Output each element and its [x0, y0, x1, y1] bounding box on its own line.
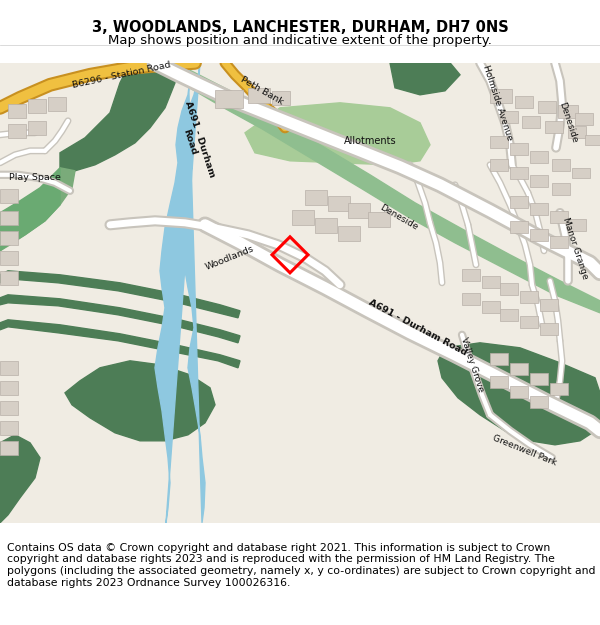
- Bar: [552, 182, 570, 195]
- Bar: [328, 196, 350, 211]
- Text: Holmside Avenue: Holmside Avenue: [482, 64, 514, 142]
- Polygon shape: [148, 62, 600, 312]
- Text: 3, WOODLANDS, LANCHESTER, DURHAM, DH7 0NS: 3, WOODLANDS, LANCHESTER, DURHAM, DH7 0N…: [92, 20, 508, 35]
- Bar: [510, 221, 528, 232]
- Bar: [510, 142, 528, 155]
- Bar: [292, 210, 314, 225]
- Bar: [515, 96, 533, 108]
- Bar: [572, 168, 590, 177]
- Bar: [530, 229, 548, 241]
- Bar: [338, 226, 360, 241]
- Bar: [8, 124, 26, 138]
- Bar: [0, 231, 18, 245]
- Text: Woodlands: Woodlands: [204, 244, 256, 272]
- Bar: [585, 135, 600, 145]
- Polygon shape: [245, 102, 430, 165]
- Bar: [510, 386, 528, 398]
- Text: Peth Bank: Peth Bank: [239, 75, 285, 107]
- Text: Greenwell Park: Greenwell Park: [492, 434, 558, 468]
- Bar: [28, 99, 46, 112]
- Polygon shape: [0, 271, 240, 318]
- Bar: [482, 301, 500, 312]
- Bar: [248, 88, 270, 103]
- Bar: [540, 299, 558, 311]
- Bar: [530, 202, 548, 215]
- Text: A691 - Durham
Road: A691 - Durham Road: [173, 100, 217, 182]
- Text: Deneside: Deneside: [378, 203, 419, 232]
- Bar: [490, 159, 508, 171]
- Bar: [462, 269, 480, 281]
- Polygon shape: [0, 435, 40, 522]
- Bar: [550, 382, 568, 395]
- Bar: [550, 236, 568, 248]
- Bar: [48, 97, 66, 111]
- Bar: [558, 105, 578, 118]
- Bar: [520, 291, 538, 302]
- Polygon shape: [65, 361, 215, 441]
- Text: Play Space: Play Space: [9, 173, 61, 182]
- Bar: [348, 202, 370, 217]
- Bar: [490, 376, 508, 388]
- Text: A691 - Durham Road: A691 - Durham Road: [367, 298, 469, 358]
- Text: Allotments: Allotments: [344, 136, 397, 146]
- Bar: [510, 362, 528, 375]
- Bar: [500, 282, 518, 295]
- Bar: [522, 116, 540, 128]
- Bar: [550, 211, 568, 222]
- Bar: [0, 381, 18, 395]
- Bar: [315, 217, 337, 232]
- Bar: [215, 90, 243, 108]
- Bar: [540, 322, 558, 335]
- Polygon shape: [438, 342, 600, 445]
- Bar: [482, 276, 500, 288]
- Bar: [568, 219, 586, 231]
- Bar: [0, 401, 18, 415]
- Bar: [368, 212, 390, 227]
- Bar: [0, 441, 18, 455]
- Text: Map shows position and indicative extent of the property.: Map shows position and indicative extent…: [108, 34, 492, 48]
- Bar: [0, 251, 18, 265]
- Bar: [530, 175, 548, 187]
- Polygon shape: [60, 62, 175, 171]
- Bar: [490, 352, 508, 365]
- Bar: [575, 112, 593, 125]
- Polygon shape: [0, 168, 60, 251]
- Bar: [530, 151, 548, 162]
- Bar: [490, 136, 508, 148]
- Bar: [0, 189, 18, 202]
- Bar: [530, 396, 548, 408]
- Text: Contains OS data © Crown copyright and database right 2021. This information is : Contains OS data © Crown copyright and d…: [7, 543, 596, 588]
- Bar: [530, 372, 548, 385]
- Text: Valley Grove: Valley Grove: [459, 336, 485, 393]
- Text: Deneside: Deneside: [557, 101, 579, 144]
- Bar: [0, 361, 18, 375]
- Bar: [510, 167, 528, 179]
- Bar: [500, 309, 518, 321]
- Polygon shape: [390, 62, 460, 95]
- Bar: [545, 121, 563, 132]
- Bar: [500, 111, 518, 123]
- Bar: [510, 196, 528, 208]
- Bar: [538, 101, 556, 112]
- Bar: [568, 126, 586, 138]
- Bar: [490, 89, 512, 102]
- Bar: [8, 104, 26, 118]
- Polygon shape: [0, 295, 240, 343]
- Bar: [552, 159, 570, 171]
- Bar: [0, 271, 18, 285]
- Bar: [272, 91, 290, 105]
- Bar: [462, 292, 480, 305]
- Text: B6296 - Station Road: B6296 - Station Road: [72, 60, 172, 89]
- Text: Manor Grange: Manor Grange: [561, 216, 589, 280]
- Bar: [0, 421, 18, 435]
- Bar: [0, 211, 18, 225]
- Bar: [28, 121, 46, 135]
- Polygon shape: [0, 168, 75, 251]
- Polygon shape: [0, 320, 240, 368]
- Bar: [305, 190, 327, 205]
- Polygon shape: [155, 62, 205, 522]
- Bar: [520, 316, 538, 328]
